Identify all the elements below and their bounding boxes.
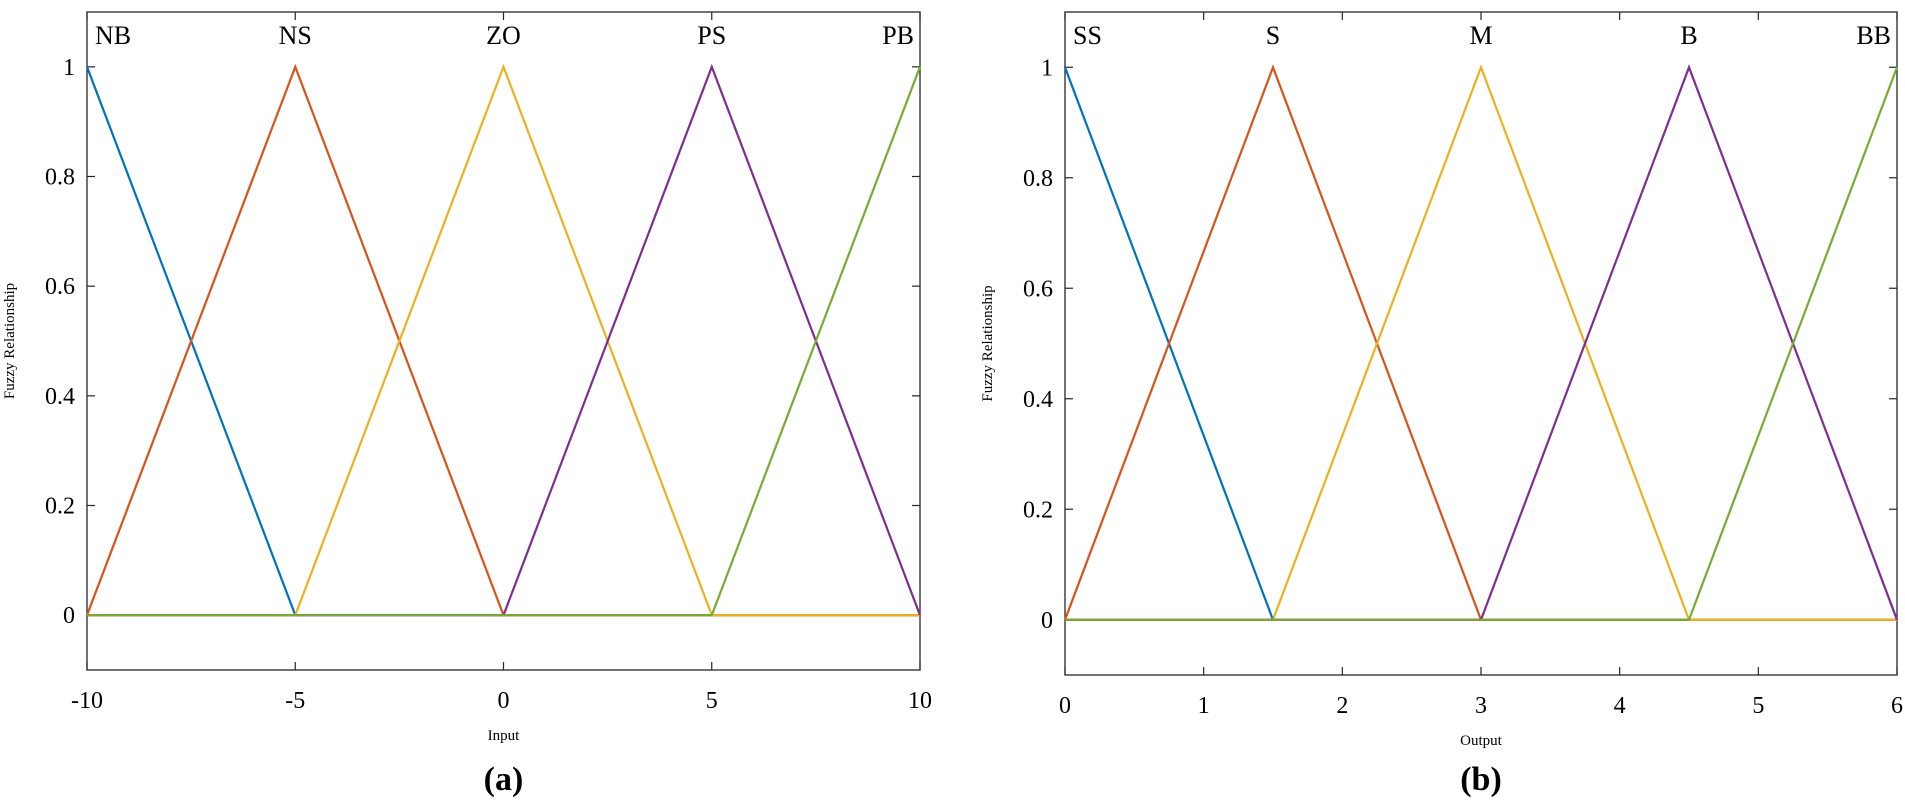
series-line-ss [1063,66,1897,621]
mf-label-s: S [1266,21,1280,50]
y-tick-label: 1 [1041,55,1053,81]
x-tick-label: 0 [1059,693,1071,719]
y-tick-label: 0.4 [1023,387,1053,413]
plot-area-frame [86,11,921,671]
series-line-s [1063,64,1897,621]
x-tick-label: -10 [71,688,103,714]
x-tick-label: 3 [1475,693,1487,719]
y-tick-label: 0.4 [45,384,75,410]
series-line-m [1065,64,1897,621]
y-tick-label: 0.2 [45,494,75,520]
series-line-ps [87,63,922,617]
series-line-nb [85,66,920,617]
panel-label: (b) [1460,761,1502,798]
x-tick-label: 2 [1336,693,1348,719]
x-tick-label: 1 [1198,693,1210,719]
x-tick-label: 4 [1614,693,1626,719]
chart-panel-a: 0 0.2 0.4 0.6 0.8 1 -10 -5 0 5 10 NB NS ZO PS PB Input Fu… [2,11,932,798]
mf-label-m: M [1469,21,1492,50]
chart-panel-b: 00.20.40.60.810 1 2 3 4 5 6SS S M B BBOutputFuzzy … [980,11,1903,798]
mf-label-bb: BB [1856,21,1891,50]
mf-label-pb: PB [882,21,914,50]
series-line-pb [87,66,922,617]
y-tick-label: 0 [63,603,75,629]
y-axis-title: Fuzzy Relationship [980,285,996,401]
series-line-bb [1065,66,1899,621]
series-line-ns [85,63,920,617]
y-tick-label: 0.6 [1023,276,1053,302]
panel-label: (a) [484,761,524,798]
y-tick-label: 0.8 [45,165,75,191]
mf-label-ps: PS [697,21,726,50]
mf-label-ss: SS [1073,21,1102,50]
mf-label-nb: NB [95,21,131,50]
x-tick-label: 5 [706,688,718,714]
mf-label-b: B [1680,21,1697,50]
y-tick-label: 0.8 [1023,166,1053,192]
x-tick-label: 0 [498,688,510,714]
x-tick-label: 10 [908,688,932,714]
series-line-b [1065,64,1899,621]
x-axis-title: Output [1460,733,1503,749]
y-tick-label: 0 [1041,608,1053,634]
mf-label-ns: NS [279,21,312,50]
x-tick-label: 6 [1891,693,1903,719]
x-tick-label: -5 [285,688,305,714]
y-tick-label: 1 [63,55,75,81]
y-tick-label: 0.2 [1023,497,1053,523]
y-axis-title: Fuzzy Relationship [2,283,18,399]
x-tick-label: 5 [1752,693,1764,719]
y-tick-label: 0.6 [45,274,75,300]
x-axis-title: Input [488,728,520,744]
mf-label-zo: ZO [486,21,521,50]
plot-area-frame [1064,11,1898,676]
series-line-zo [87,63,920,617]
